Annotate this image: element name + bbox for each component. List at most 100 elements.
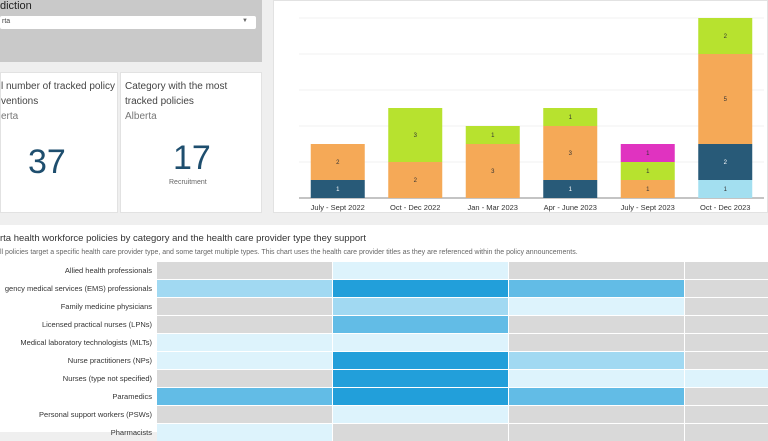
bar-segment bbox=[620, 144, 675, 162]
bar-segment bbox=[388, 162, 443, 198]
heatmap-cell[interactable] bbox=[157, 352, 333, 369]
heatmap-cell[interactable] bbox=[685, 334, 768, 351]
heatmap-cell[interactable] bbox=[509, 370, 685, 387]
heatmap-row-label: Personal support workers (PSWs) bbox=[39, 410, 152, 419]
heatmap-cell[interactable] bbox=[509, 352, 685, 369]
bar-chart-svg: 1 2 July - Sept 2022 2 3 Oct - Dec 2022 3 1 Jan … bbox=[299, 17, 764, 212]
heatmap-cell[interactable] bbox=[509, 316, 685, 333]
data-label: 1 bbox=[569, 187, 573, 193]
data-label: 5 bbox=[724, 97, 728, 103]
heatmap-cell[interactable] bbox=[157, 406, 333, 423]
x-tick-label: July - Sept 2022 bbox=[311, 203, 365, 212]
x-tick-label: Oct - Dec 2023 bbox=[700, 203, 750, 212]
heatmap-row-label: Licensed practical nurses (LPNs) bbox=[41, 320, 152, 329]
data-label: 1 bbox=[569, 115, 573, 121]
bar-segment bbox=[698, 18, 753, 54]
heatmap-cell[interactable] bbox=[333, 298, 509, 315]
heatmap-cell[interactable] bbox=[333, 334, 509, 351]
heatmap-cell[interactable] bbox=[157, 388, 333, 405]
card-subtitle: erta bbox=[1, 111, 19, 122]
bar-segment bbox=[310, 180, 365, 198]
heatmap-cell[interactable] bbox=[157, 424, 333, 441]
heatmap-cell[interactable] bbox=[509, 424, 685, 441]
heatmap-cell[interactable] bbox=[157, 316, 333, 333]
heatmap-cell[interactable] bbox=[333, 280, 509, 297]
heatmap-row-label: Medical laboratory technologists (MLTs) bbox=[20, 338, 152, 347]
bar-segment bbox=[465, 126, 520, 144]
heatmap-row-label: gency medical services (EMS) professiona… bbox=[4, 284, 152, 293]
heatmap-cell[interactable] bbox=[333, 262, 509, 279]
top-category-card: Category with the most tracked policies … bbox=[120, 72, 262, 213]
x-tick-label: July - Sept 2023 bbox=[621, 203, 675, 212]
heatmap-description: ll policies target a specific health car… bbox=[0, 249, 578, 256]
heatmap-cell[interactable] bbox=[685, 370, 768, 387]
card-title: l number of tracked policy ventions bbox=[1, 79, 115, 109]
heatmap-cell[interactable] bbox=[157, 334, 333, 351]
heatmap-cell[interactable] bbox=[685, 352, 768, 369]
heatmap-cell[interactable] bbox=[333, 316, 509, 333]
jurisdiction-label: diction bbox=[0, 0, 32, 12]
data-label: 1 bbox=[336, 187, 340, 193]
data-label: 1 bbox=[724, 187, 728, 193]
heatmap-cell[interactable] bbox=[509, 388, 685, 405]
heatmap-cell[interactable] bbox=[157, 280, 333, 297]
data-label: 2 bbox=[414, 178, 418, 184]
stacked-bar-chart: 1 2 July - Sept 2022 2 3 Oct - Dec 2022 3 1 Jan … bbox=[273, 0, 768, 213]
data-label: 1 bbox=[491, 133, 495, 139]
bar-segment bbox=[698, 54, 753, 144]
heatmap-cell[interactable] bbox=[685, 424, 768, 441]
x-tick-label: Jan - Mar 2023 bbox=[468, 203, 518, 212]
data-label: 3 bbox=[414, 133, 418, 139]
jurisdiction-filter-panel: diction rta ▼ bbox=[0, 0, 262, 62]
heatmap-cell[interactable] bbox=[685, 406, 768, 423]
heatmap-row-label: Nurses (type not specified) bbox=[62, 374, 152, 383]
card-title-line: l number of tracked policy bbox=[1, 81, 115, 92]
bar-segment bbox=[620, 180, 675, 198]
card-title-line: ventions bbox=[1, 96, 39, 107]
heatmap-cell[interactable] bbox=[685, 316, 768, 333]
heatmap-cell[interactable] bbox=[333, 352, 509, 369]
heatmap-row-label: Family medicine physicians bbox=[60, 302, 152, 311]
bar-segment bbox=[543, 180, 598, 198]
card-value-label: Recruitment bbox=[169, 179, 207, 186]
heatmap-cell[interactable] bbox=[685, 388, 768, 405]
heatmap-cell[interactable] bbox=[509, 280, 685, 297]
bar-segment bbox=[698, 180, 753, 198]
card-value: 37 bbox=[28, 143, 66, 181]
data-label: 2 bbox=[724, 160, 728, 166]
data-label: 2 bbox=[724, 34, 728, 40]
heatmap-cell[interactable] bbox=[509, 334, 685, 351]
chevron-down-icon: ▼ bbox=[242, 18, 248, 24]
heatmap-cell[interactable] bbox=[685, 298, 768, 315]
heatmap-title: rta health workforce policies by categor… bbox=[0, 233, 366, 244]
data-label: 1 bbox=[646, 151, 650, 157]
bar-segment bbox=[310, 144, 365, 180]
heatmap-cell[interactable] bbox=[685, 280, 768, 297]
heatmap-cell[interactable] bbox=[509, 298, 685, 315]
heatmap-cell[interactable] bbox=[509, 262, 685, 279]
x-tick-label: Apr - June 2023 bbox=[544, 203, 597, 212]
data-label: 1 bbox=[646, 169, 650, 175]
bar-segment bbox=[388, 108, 443, 162]
heatmap-cell[interactable] bbox=[157, 370, 333, 387]
x-tick-label: Oct - Dec 2022 bbox=[390, 203, 440, 212]
heatmap-cell[interactable] bbox=[333, 370, 509, 387]
jurisdiction-dropdown[interactable]: rta ▼ bbox=[0, 16, 256, 29]
heatmap-cell[interactable] bbox=[333, 424, 509, 441]
card-title: Category with the most tracked policies bbox=[125, 81, 228, 107]
total-policies-card: l number of tracked policy ventions erta … bbox=[0, 72, 118, 213]
bar-segment bbox=[698, 144, 753, 180]
bar-segment bbox=[620, 162, 675, 180]
data-label: 3 bbox=[569, 151, 573, 157]
bar-segment bbox=[543, 108, 598, 126]
bar-segment bbox=[543, 126, 598, 180]
jurisdiction-value: rta bbox=[2, 18, 11, 25]
bar-segment bbox=[465, 144, 520, 198]
heatmap-cell[interactable] bbox=[157, 298, 333, 315]
heatmap-cell[interactable] bbox=[333, 406, 509, 423]
heatmap-cell[interactable] bbox=[509, 406, 685, 423]
heatmap-cell[interactable] bbox=[685, 262, 768, 279]
heatmap-cell[interactable] bbox=[333, 388, 509, 405]
data-label: 2 bbox=[336, 160, 340, 166]
heatmap-cell[interactable] bbox=[157, 262, 333, 279]
